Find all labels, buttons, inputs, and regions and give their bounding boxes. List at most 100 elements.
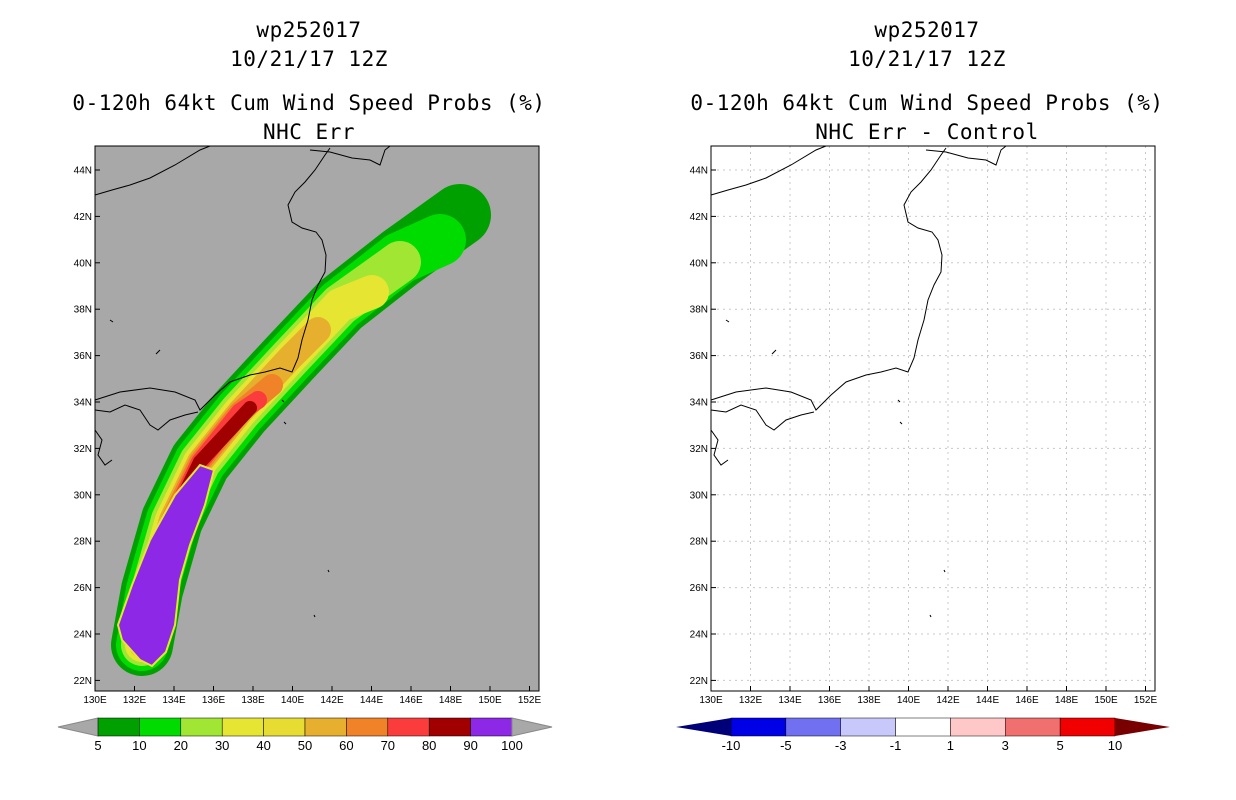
probability-swath bbox=[111, 184, 491, 676]
datetime-title: 10/21/17 12Z bbox=[848, 47, 1006, 71]
colorbar-label: -10 bbox=[722, 738, 741, 753]
lon-tick-label: 134E bbox=[162, 695, 186, 706]
lat-tick-label: 40N bbox=[690, 258, 708, 269]
lat-tick-label: 24N bbox=[690, 630, 708, 641]
lat-tick-label: 40N bbox=[74, 258, 92, 269]
subtitle: NHC Err bbox=[262, 120, 355, 144]
probability-map: 44N 42N 40N 38N 36N 34N 32N 30N 28N 26N 24N 22N 130… bbox=[57, 145, 553, 753]
lat-tick-label: 44N bbox=[74, 166, 92, 177]
lat-tick-label: 34N bbox=[74, 398, 92, 409]
lat-tick-label: 34N bbox=[690, 398, 708, 409]
lat-tick-label: 44N bbox=[690, 166, 708, 177]
product-title: 0-120h 64kt Cum Wind Speed Probs (%) bbox=[690, 91, 1164, 115]
colorbar-swatch bbox=[730, 717, 787, 737]
lon-tick-label: 136E bbox=[202, 695, 226, 706]
left-map-panel: wp252017 10/21/17 12Z 0-120h 64kt Cum Wi… bbox=[57, 18, 553, 753]
lon-tick-label: 150E bbox=[478, 695, 502, 706]
colorbar-swatch bbox=[304, 717, 347, 737]
colorbar-over-arrow bbox=[1115, 718, 1170, 736]
colorbar-label: 10 bbox=[132, 738, 146, 753]
lon-tick-label: 152E bbox=[1134, 695, 1158, 706]
lon-tick-label: 130E bbox=[699, 695, 723, 706]
colorbar-swatch bbox=[221, 717, 264, 737]
colorbar-swatch bbox=[1059, 717, 1116, 737]
colorbar-label: 5 bbox=[1057, 738, 1064, 753]
colorbar-label: 5 bbox=[94, 738, 101, 753]
storm-id-title: wp252017 bbox=[256, 18, 362, 42]
map-frame bbox=[94, 145, 540, 692]
lat-tick-label: 28N bbox=[74, 537, 92, 548]
colorbar-label: 30 bbox=[215, 738, 229, 753]
colorbar-label: 60 bbox=[339, 738, 353, 753]
lat-tick-label: 42N bbox=[74, 212, 92, 223]
colorbar-label: 80 bbox=[422, 738, 436, 753]
lon-axis: 130E 132E 134E 136E 138E 140E 142E 144E 146E 148E… bbox=[83, 686, 542, 706]
map-frame bbox=[710, 145, 1156, 692]
lon-tick-label: 150E bbox=[1094, 695, 1118, 706]
lon-tick-label: 142E bbox=[320, 695, 344, 706]
lon-tick-label: 140E bbox=[281, 695, 305, 706]
colorbar-swatch bbox=[346, 717, 389, 737]
colorbar-swatch bbox=[97, 717, 140, 737]
lon-tick-label: 148E bbox=[439, 695, 463, 706]
colorbar-label: 70 bbox=[381, 738, 395, 753]
colorbar-label: 40 bbox=[256, 738, 270, 753]
lat-axis: 44N 42N 40N 38N 36N 34N 32N 30N 28N 26N 24N 22N bbox=[690, 166, 716, 687]
lat-tick-label: 26N bbox=[74, 583, 92, 594]
lon-tick-label: 136E bbox=[818, 695, 842, 706]
colorbar-under-arrow bbox=[676, 718, 731, 736]
lon-tick-label: 138E bbox=[241, 695, 265, 706]
lon-tick-label: 148E bbox=[1055, 695, 1079, 706]
colorbar-swatch bbox=[263, 717, 306, 737]
colorbar-label: 3 bbox=[1002, 738, 1009, 753]
colorbar-swatch bbox=[470, 717, 513, 737]
right-map-panel: wp252017 10/21/17 12Z 0-120h 64kt Cum Wi… bbox=[618, 0, 1236, 800]
colorbar-swatch bbox=[785, 717, 841, 737]
lon-tick-label: 140E bbox=[897, 695, 921, 706]
colorbar: -10 -5 -3 -1 1 3 5 10 bbox=[676, 717, 1170, 753]
lat-tick-label: 28N bbox=[690, 537, 708, 548]
colorbar-over-arrow bbox=[511, 717, 553, 737]
colorbar-label: -3 bbox=[835, 738, 847, 753]
difference-map: 44N 42N 40N 38N 36N 34N 32N 30N 28N 26N 24N 22N 130… bbox=[676, 145, 1170, 753]
colorbar-label: 1 bbox=[947, 738, 954, 753]
lat-tick-label: 36N bbox=[690, 351, 708, 362]
lat-tick-label: 32N bbox=[690, 444, 708, 455]
lat-tick-label: 22N bbox=[74, 676, 92, 687]
lat-tick-label: 30N bbox=[74, 490, 92, 501]
lon-axis: 130E 132E 134E 136E 138E 140E 142E 144E 146E 148E… bbox=[699, 686, 1158, 706]
lon-tick-label: 130E bbox=[83, 695, 107, 706]
subtitle: NHC Err - Control bbox=[815, 120, 1039, 144]
map-background bbox=[711, 146, 1155, 691]
lon-tick-label: 144E bbox=[976, 695, 1000, 706]
colorbar-label: -1 bbox=[890, 738, 902, 753]
max-probability-area bbox=[116, 463, 216, 668]
lat-tick-label: 24N bbox=[74, 630, 92, 641]
colorbar-label: 90 bbox=[463, 738, 477, 753]
colorbar-swatch bbox=[950, 717, 1006, 737]
lon-tick-label: 144E bbox=[360, 695, 384, 706]
datetime-title: 10/21/17 12Z bbox=[230, 47, 388, 71]
lon-tick-label: 132E bbox=[739, 695, 763, 706]
lon-tick-label: 142E bbox=[936, 695, 960, 706]
lat-tick-label: 22N bbox=[690, 676, 708, 687]
colorbar-swatch bbox=[428, 717, 471, 737]
colorbar-swatch bbox=[1005, 717, 1061, 737]
colorbar-label: 100 bbox=[501, 738, 523, 753]
colorbar-swatch bbox=[387, 717, 430, 737]
colorbar-label: 20 bbox=[174, 738, 188, 753]
colorbar-swatch bbox=[139, 717, 182, 737]
product-title: 0-120h 64kt Cum Wind Speed Probs (%) bbox=[72, 91, 546, 115]
lon-tick-label: 146E bbox=[399, 695, 423, 706]
lon-tick-label: 138E bbox=[857, 695, 881, 706]
colorbar-swatch bbox=[840, 717, 896, 737]
colorbar-swatch bbox=[180, 717, 223, 737]
lat-tick-label: 36N bbox=[74, 351, 92, 362]
colorbar-label: -5 bbox=[780, 738, 792, 753]
lat-tick-label: 30N bbox=[690, 490, 708, 501]
coastlines bbox=[710, 145, 1007, 618]
colorbar: 5 10 20 30 40 50 60 70 80 90 100 bbox=[57, 717, 553, 753]
coastlines bbox=[94, 145, 391, 618]
storm-id-title: wp252017 bbox=[874, 18, 980, 42]
colorbar-label: 50 bbox=[298, 738, 312, 753]
